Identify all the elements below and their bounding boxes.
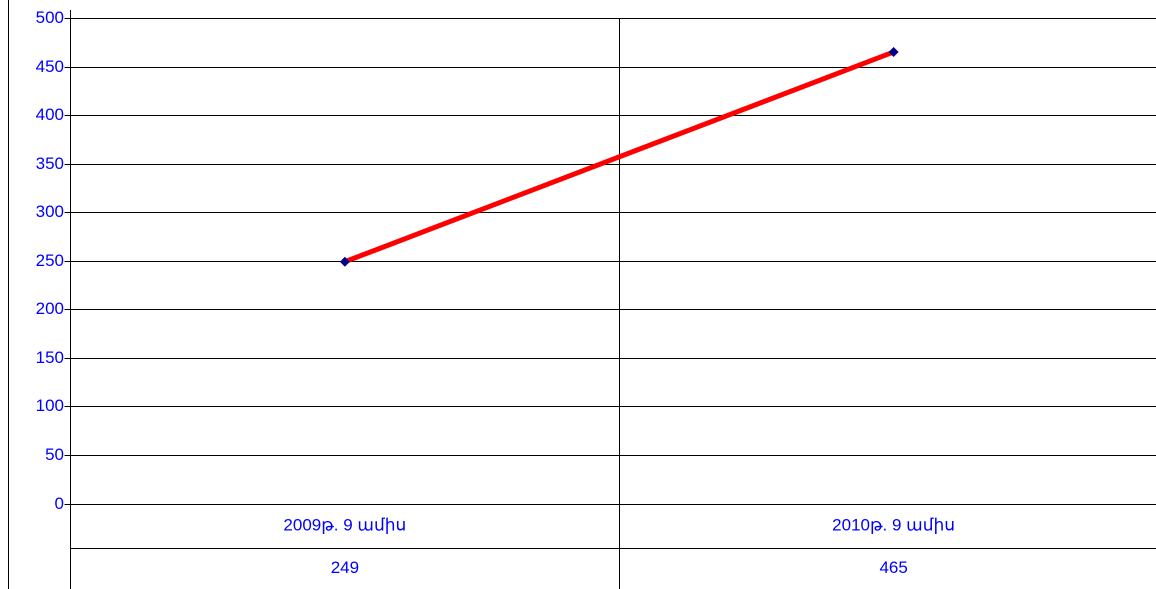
y-tick-label: 500 — [36, 8, 64, 27]
y-tick-label: 400 — [36, 105, 64, 124]
marker — [888, 46, 899, 57]
y-tick-label: 350 — [36, 154, 64, 173]
x-tick-label: 2010թ. 9 ամիս — [832, 515, 955, 534]
y-tick-label: 200 — [36, 299, 64, 318]
series-line — [342, 49, 897, 265]
y-tick-label: 100 — [36, 396, 64, 415]
table-value: 465 — [879, 558, 907, 577]
x-tick-label: 2009թ. 9 ամիս — [283, 515, 406, 534]
y-tick-label: 300 — [36, 202, 64, 221]
y-tick-label: 50 — [45, 445, 64, 464]
marker — [339, 256, 350, 267]
y-tick-label: 250 — [36, 251, 64, 270]
y-tick-label: 450 — [36, 57, 64, 76]
table-value: 249 — [331, 558, 359, 577]
y-tick-label: 0 — [55, 494, 64, 513]
y-tick-label: 150 — [36, 348, 64, 367]
